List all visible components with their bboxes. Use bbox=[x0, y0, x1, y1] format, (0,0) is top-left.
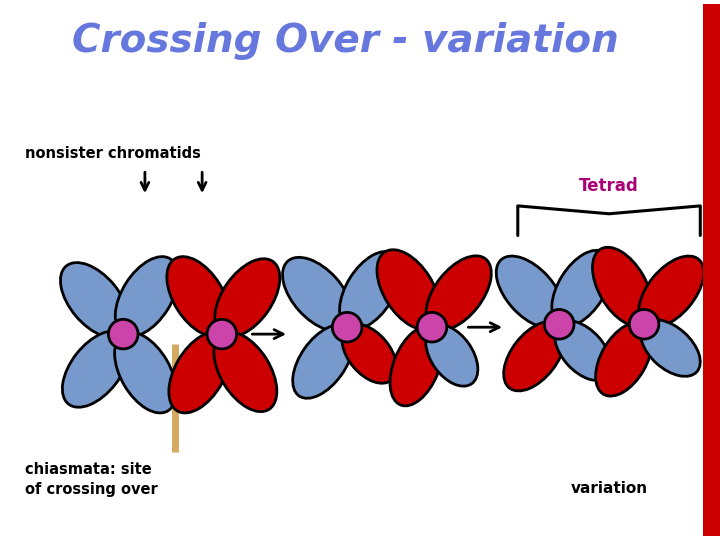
Circle shape bbox=[333, 313, 362, 342]
Ellipse shape bbox=[214, 332, 277, 411]
Ellipse shape bbox=[60, 262, 129, 338]
Ellipse shape bbox=[340, 252, 400, 329]
Ellipse shape bbox=[641, 320, 701, 376]
Ellipse shape bbox=[554, 321, 611, 381]
Circle shape bbox=[629, 309, 659, 339]
Text: Tetrad: Tetrad bbox=[579, 177, 639, 195]
Circle shape bbox=[207, 319, 237, 349]
Ellipse shape bbox=[593, 247, 652, 326]
Text: Crossing Over - variation: Crossing Over - variation bbox=[72, 22, 618, 60]
Ellipse shape bbox=[552, 250, 611, 326]
Ellipse shape bbox=[342, 324, 397, 383]
Ellipse shape bbox=[496, 256, 564, 328]
Ellipse shape bbox=[167, 256, 230, 336]
Ellipse shape bbox=[282, 258, 352, 331]
Ellipse shape bbox=[595, 322, 652, 396]
Ellipse shape bbox=[293, 325, 354, 399]
Ellipse shape bbox=[426, 256, 491, 330]
Ellipse shape bbox=[169, 332, 230, 413]
Circle shape bbox=[109, 319, 138, 349]
Text: nonsister chromatids: nonsister chromatids bbox=[24, 146, 200, 161]
Text: variation: variation bbox=[570, 482, 647, 496]
Ellipse shape bbox=[504, 321, 565, 391]
Ellipse shape bbox=[215, 259, 280, 337]
Ellipse shape bbox=[114, 332, 176, 413]
Ellipse shape bbox=[390, 326, 443, 406]
Circle shape bbox=[417, 313, 447, 342]
Ellipse shape bbox=[639, 256, 704, 327]
Ellipse shape bbox=[115, 256, 179, 336]
Ellipse shape bbox=[377, 249, 440, 329]
Text: chiasmata: site
of crossing over: chiasmata: site of crossing over bbox=[24, 462, 158, 496]
Bar bbox=[703, 4, 720, 536]
Ellipse shape bbox=[426, 325, 478, 386]
Ellipse shape bbox=[63, 331, 130, 407]
Circle shape bbox=[544, 309, 574, 339]
